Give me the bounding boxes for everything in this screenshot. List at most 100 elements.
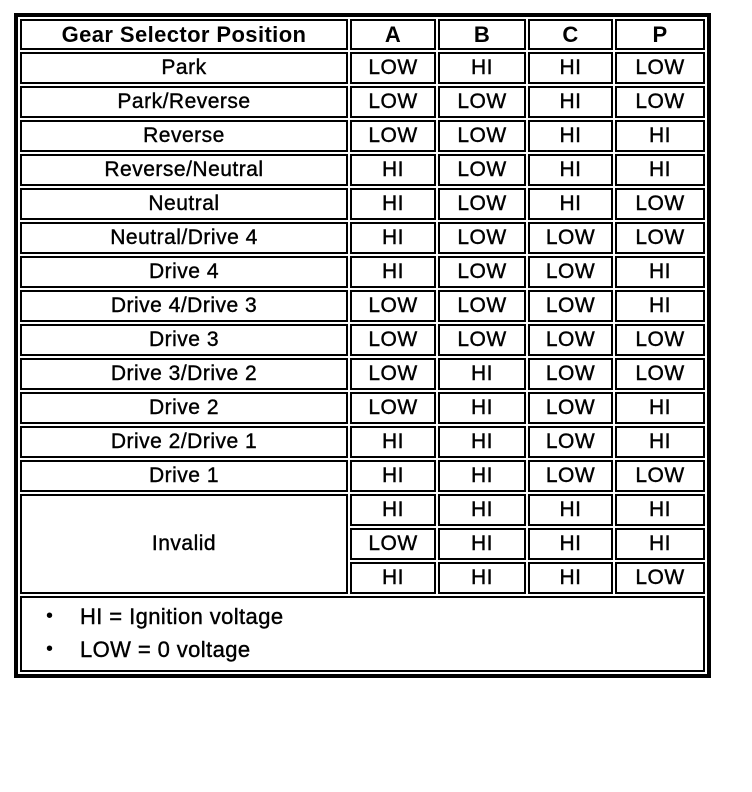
signal-value-cell: LOW: [615, 86, 705, 118]
signal-value-cell: LOW: [438, 154, 526, 186]
signal-value-cell: LOW: [528, 324, 613, 356]
signal-value-cell: LOW: [438, 120, 526, 152]
signal-value-cell: LOW: [350, 324, 436, 356]
legend-item-hi: • HI = Ignition voltage: [46, 600, 703, 633]
signal-value-cell: HI: [350, 562, 436, 594]
signal-value-cell: HI: [438, 562, 526, 594]
invalid-position-cell: Invalid: [20, 494, 348, 594]
signal-value-cell: LOW: [350, 86, 436, 118]
signal-value-cell: LOW: [350, 290, 436, 322]
signal-value-cell: HI: [350, 222, 436, 254]
gear-position-cell: Drive 2/Drive 1: [20, 426, 348, 458]
signal-value-cell: LOW: [438, 222, 526, 254]
table-row-park: Park LOW HI HI LOW: [20, 52, 705, 84]
signal-value-cell: HI: [350, 426, 436, 458]
column-header-p: P: [615, 19, 705, 50]
legend-text: HI = Ignition voltage: [80, 604, 284, 629]
signal-value-cell: HI: [615, 120, 705, 152]
signal-value-cell: LOW: [528, 392, 613, 424]
gear-position-cell: Drive 2: [20, 392, 348, 424]
table-row-drive3: Drive 3 LOW LOW LOW LOW: [20, 324, 705, 356]
table-row-invalid-1: Invalid HI HI HI HI: [20, 494, 705, 594]
signal-value-cell: HI: [438, 494, 526, 526]
column-header-gear-selector-position: Gear Selector Position: [20, 19, 348, 50]
table-row-invalid-2: LOW HI HI HI: [20, 528, 705, 560]
signal-value-cell: LOW: [615, 52, 705, 84]
signal-value-cell: LOW: [350, 52, 436, 84]
table-row-drive1: Drive 1 HI HI LOW LOW: [20, 460, 705, 492]
signal-value-cell: HI: [438, 358, 526, 390]
signal-value-cell: LOW: [438, 188, 526, 220]
gear-position-cell: Park: [20, 52, 348, 84]
signal-value-cell: LOW: [528, 222, 613, 254]
signal-value-cell: LOW: [438, 256, 526, 288]
signal-value-cell: HI: [350, 256, 436, 288]
signal-value-cell: HI: [528, 528, 613, 560]
signal-value-cell: HI: [438, 460, 526, 492]
table-row-drive2: Drive 2 LOW HI LOW HI: [20, 392, 705, 424]
signal-value-cell: HI: [528, 52, 613, 84]
table-row-drive2-drive1: Drive 2/Drive 1 HI HI LOW HI: [20, 426, 705, 458]
signal-value-cell: LOW: [438, 324, 526, 356]
signal-value-cell: HI: [615, 290, 705, 322]
signal-value-cell: HI: [528, 188, 613, 220]
signal-value-cell: HI: [438, 392, 526, 424]
table-row-neutral-drive4: Neutral/Drive 4 HI LOW LOW LOW: [20, 222, 705, 254]
signal-value-cell: LOW: [350, 120, 436, 152]
column-header-c: C: [528, 19, 613, 50]
table-row-neutral: Neutral HI LOW HI LOW: [20, 188, 705, 220]
signal-value-cell: LOW: [615, 324, 705, 356]
gear-position-cell: Neutral/Drive 4: [20, 222, 348, 254]
gear-position-cell: Drive 1: [20, 460, 348, 492]
table-row-reverse-neutral: Reverse/Neutral HI LOW HI HI: [20, 154, 705, 186]
signal-value-cell: HI: [615, 256, 705, 288]
signal-value-cell: HI: [528, 494, 613, 526]
signal-value-cell: HI: [438, 52, 526, 84]
signal-value-cell: HI: [350, 494, 436, 526]
signal-value-cell: LOW: [528, 290, 613, 322]
signal-value-cell: LOW: [615, 460, 705, 492]
signal-value-cell: HI: [528, 562, 613, 594]
signal-value-cell: LOW: [350, 358, 436, 390]
gear-position-cell: Drive 3: [20, 324, 348, 356]
bullet-icon: •: [46, 605, 54, 627]
signal-value-cell: LOW: [350, 528, 436, 560]
signal-value-cell: HI: [615, 154, 705, 186]
signal-value-cell: HI: [615, 392, 705, 424]
table-row-invalid-3: HI HI HI LOW: [20, 562, 705, 594]
signal-value-cell: LOW: [615, 188, 705, 220]
signal-value-cell: LOW: [615, 222, 705, 254]
signal-value-cell: HI: [615, 494, 705, 526]
table-row-reverse: Reverse LOW LOW HI HI: [20, 120, 705, 152]
gear-position-cell: Reverse/Neutral: [20, 154, 348, 186]
column-header-b: B: [438, 19, 526, 50]
signal-value-cell: HI: [528, 86, 613, 118]
signal-value-cell: LOW: [528, 426, 613, 458]
signal-value-cell: LOW: [528, 358, 613, 390]
signal-value-cell: HI: [350, 460, 436, 492]
signal-value-cell: HI: [438, 528, 526, 560]
header-row: Gear Selector Position A B C P: [20, 19, 705, 50]
gear-position-cell: Drive 3/Drive 2: [20, 358, 348, 390]
signal-value-cell: LOW: [528, 460, 613, 492]
signal-value-cell: LOW: [350, 392, 436, 424]
signal-value-cell: HI: [528, 154, 613, 186]
signal-value-cell: HI: [438, 426, 526, 458]
legend-row: • HI = Ignition voltage • LOW = 0 voltag…: [20, 596, 705, 672]
gear-position-cell: Reverse: [20, 120, 348, 152]
signal-value-cell: LOW: [438, 290, 526, 322]
signal-value-cell: LOW: [615, 562, 705, 594]
table-row-park-reverse: Park/Reverse LOW LOW HI LOW: [20, 86, 705, 118]
signal-value-cell: HI: [350, 188, 436, 220]
column-header-a: A: [350, 19, 436, 50]
legend-text: LOW = 0 voltage: [80, 637, 251, 662]
signal-value-cell: LOW: [615, 358, 705, 390]
signal-value-cell: HI: [350, 154, 436, 186]
legend: • HI = Ignition voltage • LOW = 0 voltag…: [20, 596, 705, 672]
gear-selector-signal-table: Gear Selector Position A B C P Park LOW …: [14, 13, 711, 678]
gear-position-cell: Drive 4/Drive 3: [20, 290, 348, 322]
signal-value-cell: HI: [528, 120, 613, 152]
bullet-icon: •: [46, 638, 54, 660]
legend-item-low: • LOW = 0 voltage: [46, 633, 703, 666]
